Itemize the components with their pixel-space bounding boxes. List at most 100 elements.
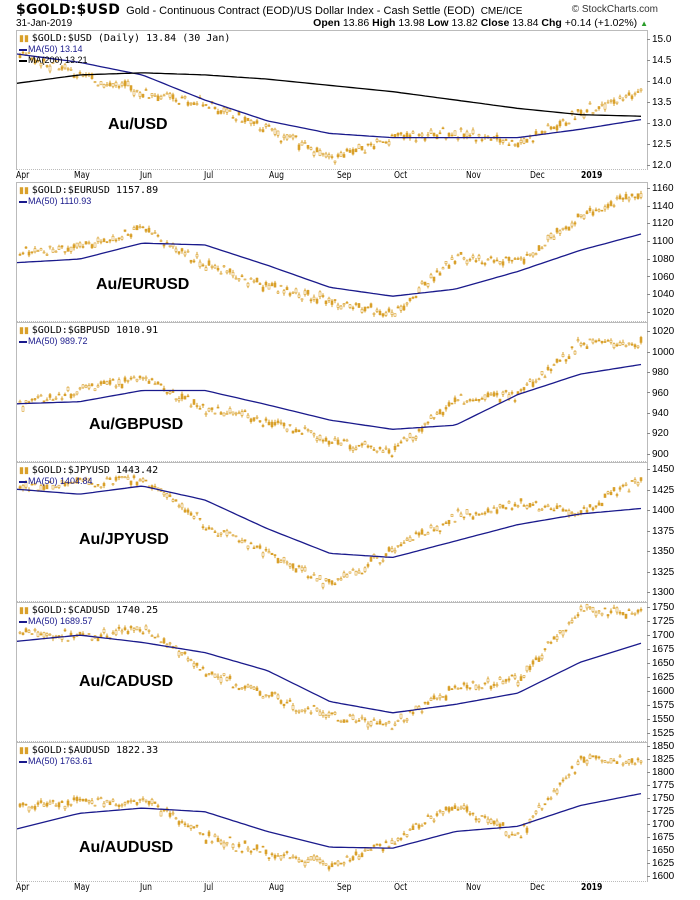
x-axis-bottom: Apr May Jun Jul Aug Sep Oct Nov Dec 2019 xyxy=(16,882,646,894)
y-axis: 1160 1140 1120 1100 1080 1060 1040 1020 xyxy=(647,182,700,320)
ma50-line xyxy=(17,53,642,139)
price-chart xyxy=(17,335,643,458)
y-tick: 1850 xyxy=(647,741,674,753)
x-tick: Nov xyxy=(466,170,481,181)
legend-ma50: MA(50) 1404.84 xyxy=(28,476,93,486)
y-tick: 13.5 xyxy=(647,97,671,109)
y-tick: 1700 xyxy=(647,819,674,831)
y-tick: 1375 xyxy=(647,526,674,538)
x-tick: Jul xyxy=(204,170,214,181)
y-tick: 12.5 xyxy=(647,139,671,151)
chart-panel: ▮▮ $GOLD:$EURUSD 1157.89 MA(50) 1110.93 Au… xyxy=(16,182,648,322)
price-chart xyxy=(17,50,643,165)
y-tick: 1525 xyxy=(647,728,674,740)
ma50-swatch-icon xyxy=(19,48,27,51)
y-tick: 1350 xyxy=(647,546,674,558)
y-tick: 1575 xyxy=(647,700,674,712)
ma50-line xyxy=(17,485,642,559)
y-tick: 1800 xyxy=(647,767,674,779)
x-tick: Nov xyxy=(466,882,481,893)
x-tick: May xyxy=(74,882,90,893)
ohlc-summary: Open 13.86 High 13.98 Low 13.82 Close 13… xyxy=(313,17,648,29)
x-tick: Sep xyxy=(337,170,352,181)
y-tick: 1080 xyxy=(647,254,674,266)
panel-label: Au/EURUSD xyxy=(96,276,190,293)
price-chart xyxy=(17,190,643,318)
y-tick: 12.0 xyxy=(647,160,671,172)
y-tick: 980 xyxy=(647,367,669,379)
panel-legend: ▮▮ $GOLD:$USD (Daily) 13.84 (30 Jan) MA(5… xyxy=(19,33,230,66)
x-tick: Dec xyxy=(530,170,545,181)
candlestick-icon: ▮▮ xyxy=(19,33,29,43)
x-tick: Apr xyxy=(16,882,30,893)
y-tick: 1020 xyxy=(647,326,674,338)
x-tick-year: 2019 xyxy=(581,882,603,893)
panel-legend: ▮▮ $GOLD:$GBPUSD 1010.91 MA(50) 989.72 xyxy=(19,325,158,347)
ma50-line xyxy=(17,363,642,430)
chart-panel: ▮▮ $GOLD:$AUDUSD 1822.33 MA(50) 1763.61 Au… xyxy=(16,742,648,882)
chart-date: 31-Jan-2019 xyxy=(16,18,73,29)
y-tick: 13.0 xyxy=(647,118,671,130)
close-value: 13.84 xyxy=(512,17,539,29)
price-chart xyxy=(17,753,643,872)
y-tick: 1650 xyxy=(647,845,674,857)
y-tick: 1000 xyxy=(647,347,674,359)
panel-label: Au/GBPUSD xyxy=(89,416,184,433)
high-label: High xyxy=(372,17,396,29)
y-tick: 14.0 xyxy=(647,76,671,88)
close-label: Close xyxy=(480,17,510,29)
y-tick: 1725 xyxy=(647,806,674,818)
y-tick: 15.0 xyxy=(647,34,671,46)
legend-symbol: $GOLD:$AUDUSD 1822.33 xyxy=(31,745,159,756)
y-tick: 1750 xyxy=(647,793,674,805)
panel-label: Au/JPYUSD xyxy=(79,531,169,548)
legend-symbol: $GOLD:$JPYUSD 1443.42 xyxy=(31,465,159,476)
y-tick: 1300 xyxy=(647,587,674,599)
y-tick: 1040 xyxy=(647,289,674,301)
panel-label: Au/AUDUSD xyxy=(79,839,174,856)
y-tick: 1450 xyxy=(647,464,674,476)
chart-panel: ▮▮ $GOLD:$GBPUSD 1010.91 MA(50) 989.72 Au/… xyxy=(16,322,648,462)
y-tick: 1100 xyxy=(647,236,674,248)
legend-ma50: MA(50) 1110.93 xyxy=(28,196,92,206)
open-value: 13.86 xyxy=(342,17,370,29)
panel-legend: ▮▮ $GOLD:$JPYUSD 1443.42 MA(50) 1404.84 xyxy=(19,465,158,487)
y-tick: 1750 xyxy=(647,602,674,614)
legend-symbol: $GOLD:$EURUSD 1157.89 xyxy=(31,185,159,196)
panel-legend: ▮▮ $GOLD:$AUDUSD 1822.33 MA(50) 1763.61 xyxy=(19,745,158,767)
ma50-swatch-icon xyxy=(19,760,27,763)
x-tick: Oct xyxy=(394,170,408,181)
legend-ma50: MA(50) 1689.57 xyxy=(28,616,93,626)
ma200-line xyxy=(17,72,642,117)
panel-label: Au/USD xyxy=(108,116,168,133)
x-tick: Oct xyxy=(394,882,408,893)
x-tick: Aug xyxy=(269,170,284,181)
ma50-line xyxy=(17,233,642,297)
chart-description: Gold - Continuous Contract (EOD)/US Doll… xyxy=(126,5,475,17)
x-tick: Jun xyxy=(140,882,152,893)
y-axis: 1750 1725 1700 1675 1650 1625 1600 1575 1550 1525 xyxy=(647,602,700,740)
ma50-swatch-icon xyxy=(19,340,27,343)
y-tick: 1775 xyxy=(647,780,674,792)
y-tick: 920 xyxy=(647,428,669,440)
y-tick: 1675 xyxy=(647,832,674,844)
x-tick: Sep xyxy=(337,882,352,893)
y-tick: 900 xyxy=(647,449,669,461)
high-value: 13.98 xyxy=(398,17,425,29)
candlestick-icon: ▮▮ xyxy=(19,185,29,195)
y-axis: 15.0 14.5 14.0 13.5 13.0 12.5 12.0 xyxy=(647,30,700,170)
y-axis: 1450 1425 1400 1375 1350 1325 1300 xyxy=(647,462,700,600)
chart-symbol: $GOLD:$USD xyxy=(16,2,121,18)
ma50-swatch-icon xyxy=(19,200,27,203)
chart-header: $GOLD:$USD Gold - Continuous Contract (E… xyxy=(16,2,522,18)
y-tick: 1400 xyxy=(647,505,674,517)
x-tick: May xyxy=(74,170,90,181)
legend-symbol: $GOLD:$USD (Daily) 13.84 (30 Jan) xyxy=(31,33,231,44)
ma50-line xyxy=(17,634,642,714)
copyright: © StockCharts.com xyxy=(571,4,658,15)
up-triangle-icon: ▲ xyxy=(640,19,648,28)
legend-ma50: MA(50) 13.14 xyxy=(28,44,83,54)
legend-symbol: $GOLD:$CADUSD 1740.25 xyxy=(31,605,159,616)
y-tick: 1650 xyxy=(647,658,674,670)
y-axis: 1020 1000 980 960 940 920 900 xyxy=(647,322,700,460)
